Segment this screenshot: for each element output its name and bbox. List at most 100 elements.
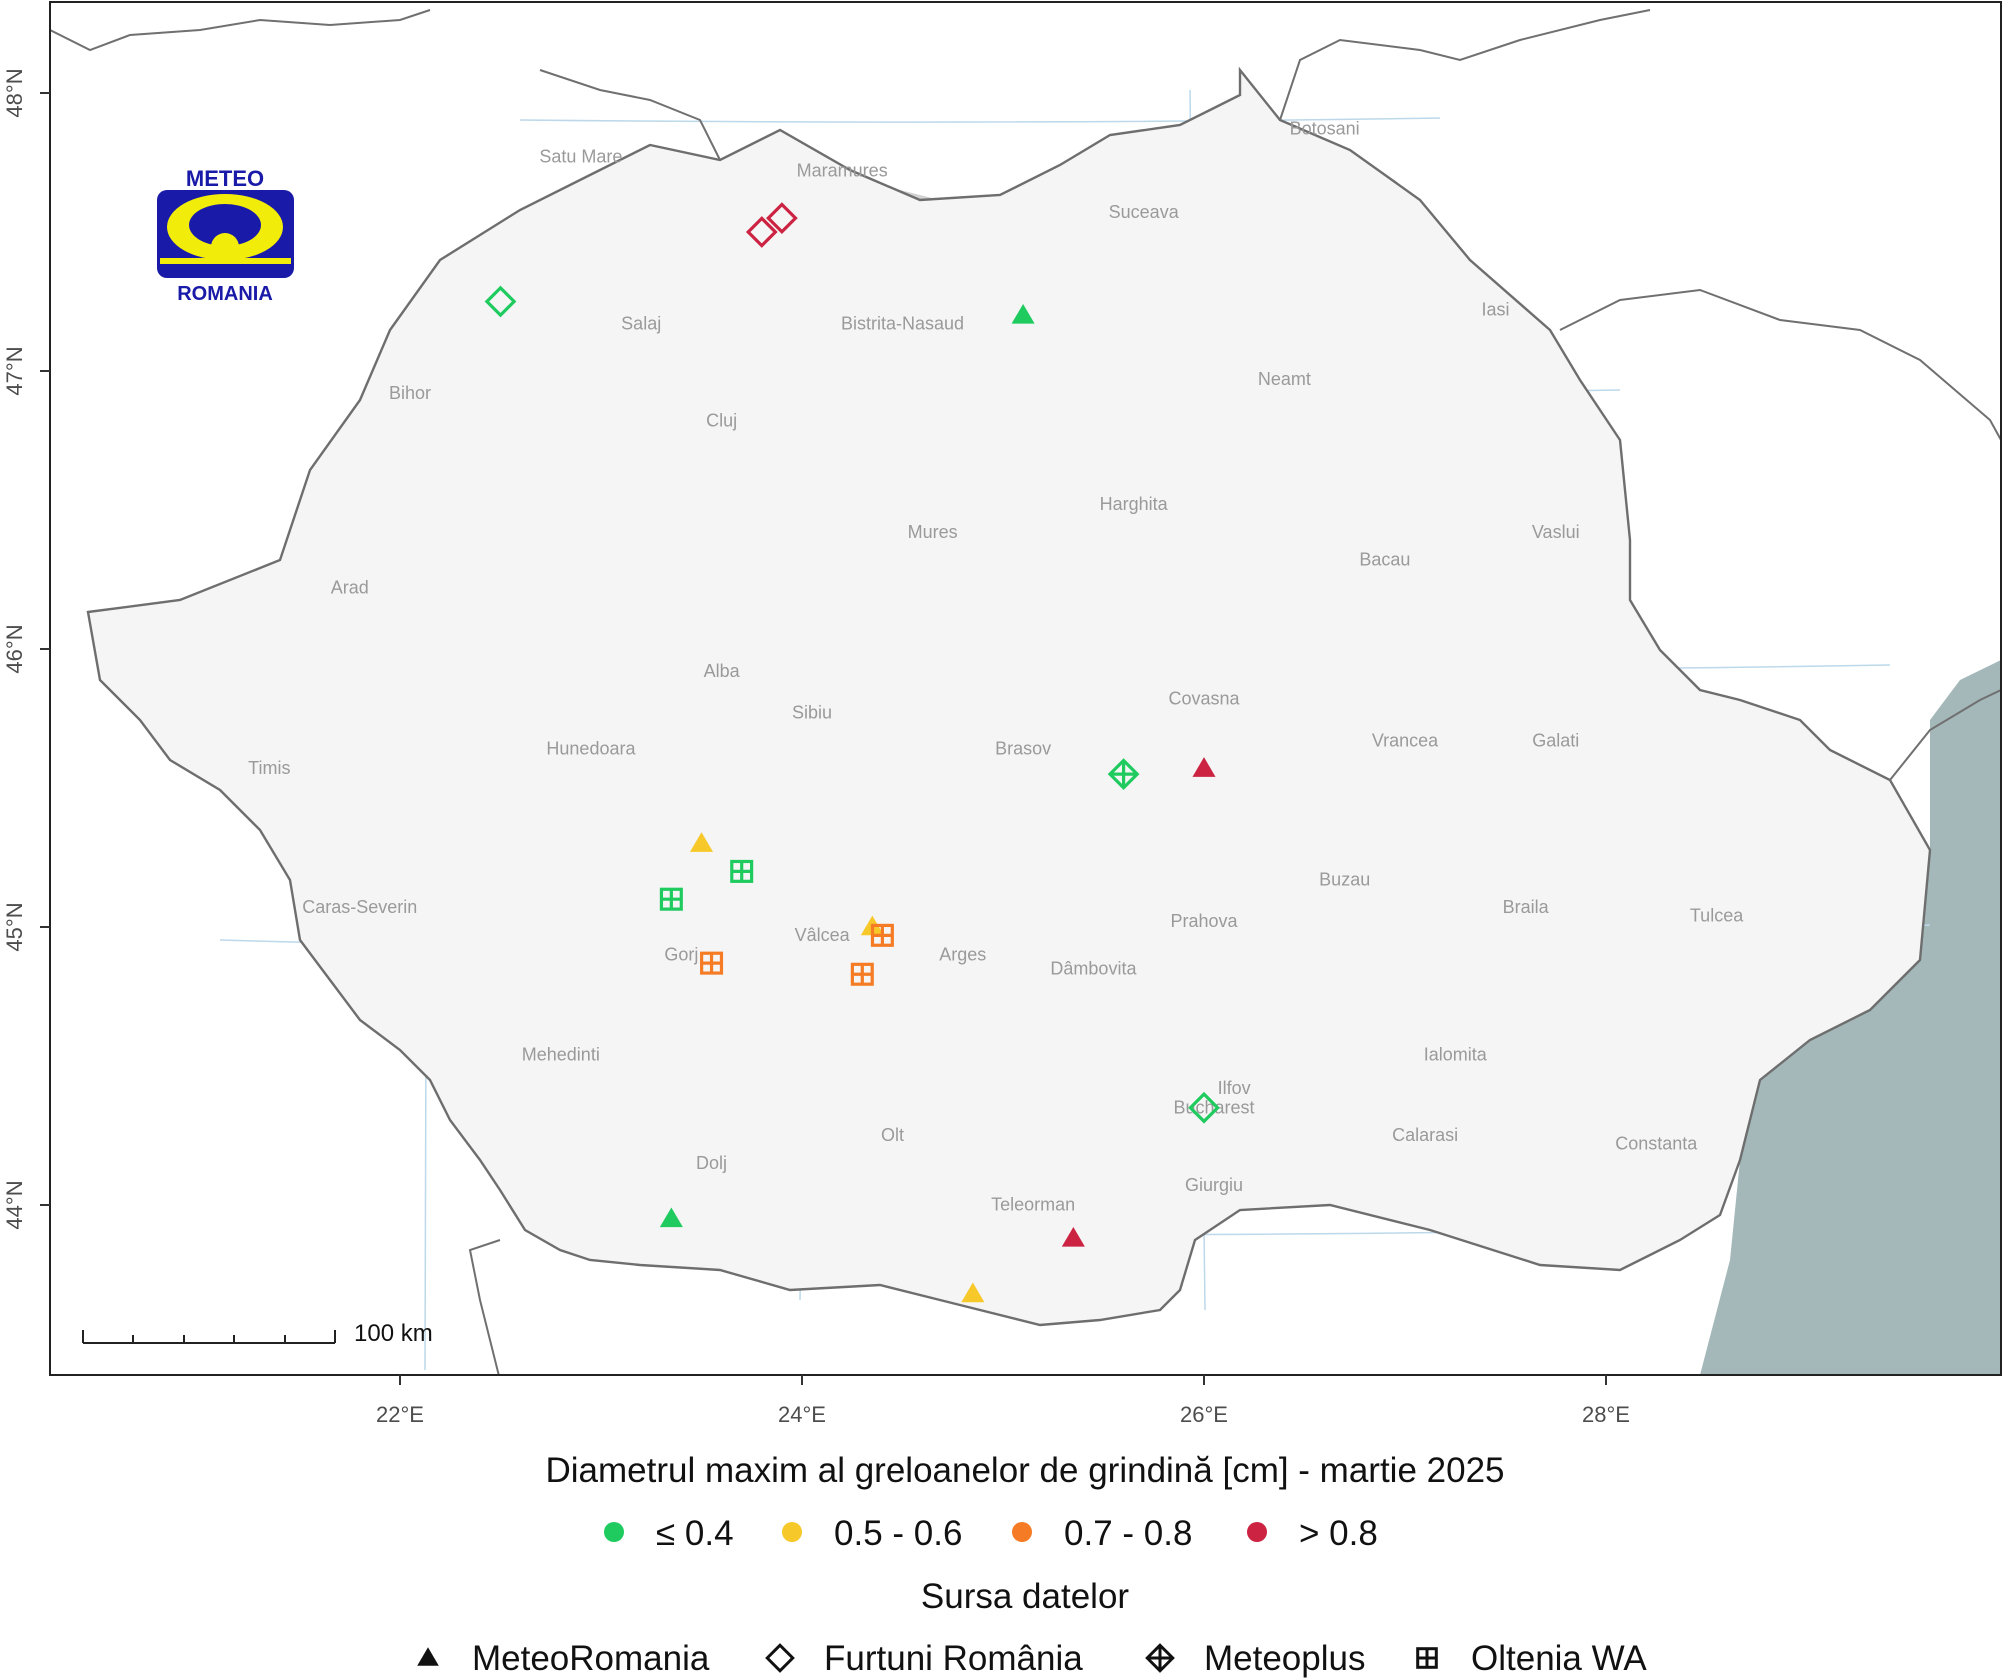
county-label: Olt xyxy=(881,1125,904,1145)
county-label: Bistrita-Nasaud xyxy=(841,313,964,333)
county-label: Covasna xyxy=(1168,689,1240,709)
county-label: Ilfov xyxy=(1218,1078,1251,1098)
source-legend-symbol xyxy=(417,1647,439,1666)
x-tick-label: 26°E xyxy=(1180,1402,1228,1427)
county-label: Neamt xyxy=(1258,369,1311,389)
hail-observation-marker xyxy=(1192,757,1216,777)
hail-observation-marker xyxy=(700,951,724,975)
source-legend-item: Oltenia WA xyxy=(1416,1639,1647,1678)
county-label: Satu Mare xyxy=(539,147,622,167)
logo-bottom-text: ROMANIA xyxy=(177,283,273,305)
county-label: Arad xyxy=(331,577,369,597)
county-label: Bihor xyxy=(389,383,431,403)
size-legend-title: Diametrul maxim al greloanelor de grindi… xyxy=(545,1451,1504,1490)
legend: Diametrul maxim al greloanelor de grindi… xyxy=(417,1451,1647,1678)
hail-observation-marker xyxy=(1061,1226,1085,1247)
county-label: Maramures xyxy=(797,160,888,180)
county-label: Vaslui xyxy=(1532,522,1580,542)
source-legend-label: Meteoplus xyxy=(1204,1639,1365,1678)
source-legend-item: Meteoplus xyxy=(1145,1639,1365,1678)
source-legend-item: Furtuni România xyxy=(765,1639,1083,1678)
hail-observations xyxy=(484,202,1220,1303)
county-label: Teleorman xyxy=(991,1195,1075,1215)
county-label: Braila xyxy=(1503,897,1550,917)
source-legend-symbol xyxy=(1416,1647,1438,1669)
neighbour-borders xyxy=(50,9,2001,1375)
y-tick-label: 48°N xyxy=(2,68,27,117)
county-label: Mures xyxy=(908,522,958,542)
axes: 22°E 24°E 26°E 28°E 44°N 45°N 46°N 47°N 48°N xyxy=(2,68,1630,1427)
county-label: Tulcea xyxy=(1690,905,1744,925)
hail-observation-marker xyxy=(484,285,517,318)
hail-observation-marker xyxy=(850,962,874,986)
county-label: Calarasi xyxy=(1392,1125,1458,1145)
county-label: Arges xyxy=(939,944,986,964)
size-legend-label: > 0.8 xyxy=(1299,1514,1378,1553)
source-legend-label: Furtuni România xyxy=(824,1639,1083,1678)
county-label: Giurgiu xyxy=(1185,1175,1243,1195)
hail-observation-marker xyxy=(870,923,894,947)
x-tick-label: 28°E xyxy=(1582,1402,1630,1427)
source-legend-label: Oltenia WA xyxy=(1471,1639,1647,1678)
county-label: Buzau xyxy=(1319,869,1370,889)
county-label: Prahova xyxy=(1170,911,1238,931)
scale-bar: 100 km xyxy=(82,1320,433,1347)
y-tick-label: 44°N xyxy=(2,1180,27,1229)
county-label: Cluj xyxy=(706,411,737,431)
hail-observation-marker xyxy=(961,1282,985,1303)
y-tick-label: 47°N xyxy=(2,346,27,395)
hail-observation-marker xyxy=(1011,303,1035,324)
source-legend-item: MeteoRomania xyxy=(417,1639,710,1678)
size-legend-label: ≤ 0.4 xyxy=(656,1514,734,1553)
county-label: Harghita xyxy=(1100,494,1169,514)
county-label: Dolj xyxy=(696,1153,727,1173)
size-legend-item: 0.7 - 0.8 xyxy=(1012,1514,1192,1553)
size-legend-swatch xyxy=(1012,1522,1032,1542)
county-label: Alba xyxy=(704,661,741,681)
county-label: Bucharest xyxy=(1174,1097,1255,1117)
county-label: Vrancea xyxy=(1372,730,1439,750)
x-tick-label: 24°E xyxy=(778,1402,826,1427)
county-label: Hunedoara xyxy=(546,739,636,759)
source-legend-symbol xyxy=(1145,1643,1175,1673)
black-sea xyxy=(1700,660,2001,1375)
source-legend-title: Sursa datelor xyxy=(921,1577,1130,1616)
size-legend-item: 0.5 - 0.6 xyxy=(782,1514,962,1553)
county-label: Dâmbovita xyxy=(1050,958,1137,978)
size-legend-label: 0.5 - 0.6 xyxy=(834,1514,962,1553)
size-legend-swatch xyxy=(782,1522,802,1542)
hail-observation-marker xyxy=(745,216,778,248)
logo-top-text: METEO xyxy=(186,166,264,191)
county-label: Botosani xyxy=(1290,119,1360,139)
county-label: Suceava xyxy=(1109,202,1180,222)
x-tick-label: 22°E xyxy=(376,1402,424,1427)
county-label: Mehedinti xyxy=(522,1044,600,1064)
meteo-romania-logo: METEO ROMANIA xyxy=(157,166,294,305)
y-tick-label: 46°N xyxy=(2,624,27,673)
source-legend-label: MeteoRomania xyxy=(472,1639,710,1678)
county-label: Iasi xyxy=(1481,299,1509,319)
hail-observation-marker xyxy=(659,887,683,911)
map-panel xyxy=(50,2,2001,1375)
hail-observation-marker xyxy=(730,859,754,883)
hail-observation-marker xyxy=(659,1207,683,1228)
size-legend-label: 0.7 - 0.8 xyxy=(1064,1514,1192,1553)
hail-observation-marker xyxy=(1188,1091,1220,1124)
hail-observation-marker xyxy=(766,202,798,234)
scale-bar-label: 100 km xyxy=(354,1320,433,1347)
hail-observation-marker xyxy=(689,832,714,852)
map-frame xyxy=(49,1,2002,1376)
county-label: Brasov xyxy=(995,739,1051,759)
county-labels: Satu Mare Maramures Botosani Suceava Salaj Bi… xyxy=(248,119,1744,1215)
size-legend-swatch xyxy=(1247,1522,1267,1542)
size-legend-item: ≤ 0.4 xyxy=(604,1514,734,1553)
county-label: Ialomita xyxy=(1424,1044,1488,1064)
county-label: Galati xyxy=(1532,730,1579,750)
county-label: Vâlcea xyxy=(795,925,851,945)
y-tick-label: 45°N xyxy=(2,902,27,951)
county-label: Salaj xyxy=(621,313,661,333)
hail-observation-marker xyxy=(1107,758,1140,790)
county-label: Caras-Severin xyxy=(302,897,417,917)
county-label: Constanta xyxy=(1615,1133,1698,1153)
